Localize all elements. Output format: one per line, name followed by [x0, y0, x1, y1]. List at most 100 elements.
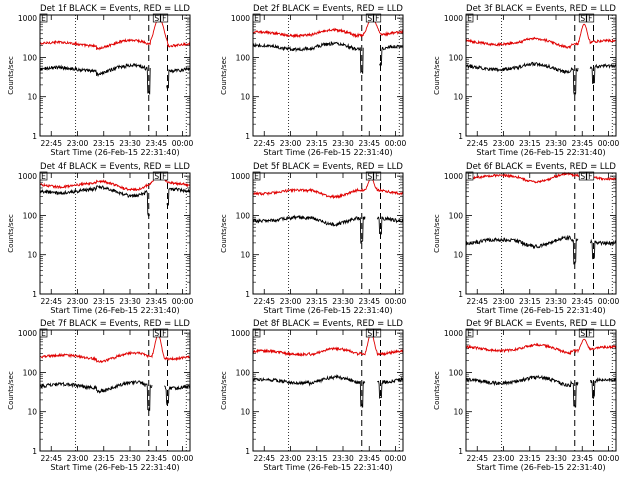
- x-tick-label: 23:00: [493, 454, 515, 463]
- marker-f: F: [162, 172, 166, 181]
- y-tick-label: 10: [453, 93, 463, 102]
- x-axis-label: Start Time (26-Feb-15 22:31:40): [50, 306, 179, 315]
- x-tick-label: 23:45: [571, 297, 593, 306]
- x-tick-label: 22:45: [466, 139, 488, 148]
- y-tick-label: 1: [458, 132, 463, 141]
- marker-f: F: [588, 14, 592, 23]
- y-axis-label: Counts/sec: [433, 371, 441, 410]
- y-tick-label: 1: [245, 447, 250, 456]
- y-tick-label: 1: [458, 447, 463, 456]
- y-tick-label: 1000: [18, 329, 37, 338]
- marker-f-box: [373, 171, 382, 181]
- x-axis-label: Start Time (26-Feb-15 22:31:40): [50, 463, 179, 472]
- x-axis-label: Start Time (26-Feb-15 22:31:40): [476, 306, 605, 315]
- x-tick-label: 22:45: [40, 139, 62, 148]
- lld-series-line: [465, 338, 617, 355]
- y-axis-label: Counts/sec: [7, 56, 15, 95]
- marker-f: F: [375, 172, 379, 181]
- x-tick-label: 22:45: [466, 454, 488, 463]
- y-tick-label: 10: [27, 408, 37, 417]
- marker-f: F: [588, 172, 592, 181]
- y-tick-label: 1000: [231, 172, 250, 181]
- y-axis-label: Counts/sec: [433, 56, 441, 95]
- x-tick-label: 23:00: [493, 139, 515, 148]
- plot-frame: [465, 14, 617, 137]
- marker-f-box: [160, 171, 169, 181]
- x-tick-label: 23:30: [119, 297, 141, 306]
- marker-s-box: [365, 13, 374, 23]
- events-series-line: [39, 184, 191, 217]
- lld-series-line: [252, 17, 404, 39]
- x-tick-label: 23:45: [358, 454, 380, 463]
- marker-e: E: [41, 172, 46, 181]
- x-tick-label: 23:30: [119, 454, 141, 463]
- marker-f-box: [160, 13, 169, 23]
- marker-f-box: [373, 328, 382, 338]
- events-series-line: [465, 61, 617, 96]
- y-tick-label: 100: [236, 211, 251, 220]
- y-tick-label: 10: [240, 408, 250, 417]
- events-series-line: [252, 214, 404, 244]
- x-tick-label: 23:30: [119, 139, 141, 148]
- y-tick-label: 1: [245, 132, 250, 141]
- detector-panel-4: Det 4f BLACK = Events, RED = LLD Counts/s…: [7, 162, 194, 315]
- marker-s: S: [154, 172, 159, 181]
- x-tick-label: 23:00: [493, 297, 515, 306]
- marker-f-box: [160, 328, 169, 338]
- x-tick-label: 23:15: [519, 297, 541, 306]
- x-tick-label: 23:30: [545, 454, 567, 463]
- marker-s-box: [152, 13, 161, 23]
- x-tick-label: 23:00: [67, 297, 89, 306]
- x-tick-label: 22:45: [253, 139, 275, 148]
- marker-s-box: [578, 13, 587, 23]
- detector-panel-8: Det 8f BLACK = Events, RED = LLD Counts/s…: [220, 319, 407, 472]
- marker-f: F: [588, 329, 592, 338]
- x-tick-label: 22:45: [466, 297, 488, 306]
- y-tick-label: 1000: [444, 329, 463, 338]
- lld-series-line: [39, 17, 191, 51]
- x-tick-label: 23:00: [67, 139, 89, 148]
- plot-frame: [252, 172, 404, 295]
- x-tick-label: 23:00: [280, 454, 302, 463]
- events-series-line: [39, 380, 191, 412]
- x-axis-label: Start Time (26-Feb-15 22:31:40): [476, 463, 605, 472]
- x-tick-label: 23:15: [93, 297, 115, 306]
- x-tick-label: 22:45: [253, 454, 275, 463]
- x-tick-label: 23:15: [306, 139, 328, 148]
- marker-f-box: [586, 13, 595, 23]
- x-tick-label: 00:00: [598, 297, 620, 306]
- x-axis-label: Start Time (26-Feb-15 22:31:40): [263, 148, 392, 157]
- y-tick-label: 1000: [444, 14, 463, 23]
- y-tick-label: 100: [23, 368, 38, 377]
- x-tick-label: 00:00: [385, 454, 407, 463]
- y-tick-label: 1000: [18, 172, 37, 181]
- plot-frame: [39, 14, 191, 137]
- marker-s-box: [578, 171, 587, 181]
- y-tick-label: 100: [236, 53, 251, 62]
- marker-e: E: [467, 329, 472, 338]
- plot-frame: [252, 14, 404, 137]
- marker-s: S: [580, 172, 585, 181]
- y-tick-label: 100: [449, 53, 464, 62]
- detector-panel-3: Det 3f BLACK = Events, RED = LLD Counts/s…: [433, 4, 620, 157]
- detector-panel-5: Det 5f BLACK = Events, RED = LLD Counts/s…: [220, 162, 407, 315]
- events-series-line: [465, 234, 617, 265]
- x-tick-label: 23:30: [332, 139, 354, 148]
- y-axis-label: Counts/sec: [7, 371, 15, 410]
- x-tick-label: 00:00: [172, 139, 194, 148]
- x-axis-label: Start Time (26-Feb-15 22:31:40): [263, 306, 392, 315]
- x-axis-label: Start Time (26-Feb-15 22:31:40): [50, 148, 179, 157]
- y-tick-label: 100: [449, 368, 464, 377]
- marker-e: E: [41, 329, 46, 338]
- marker-s: S: [580, 14, 585, 23]
- x-tick-label: 23:15: [519, 139, 541, 148]
- panel-title: Det 7f BLACK = Events, RED = LLD: [40, 319, 190, 329]
- y-tick-label: 100: [23, 53, 38, 62]
- x-tick-label: 00:00: [598, 139, 620, 148]
- detector-panel-2: Det 2f BLACK = Events, RED = LLD Counts/s…: [220, 4, 407, 157]
- y-tick-label: 10: [240, 93, 250, 102]
- events-series-line: [465, 374, 617, 408]
- x-tick-label: 23:45: [145, 454, 167, 463]
- detector-panel-1: Det 1f BLACK = Events, RED = LLD Counts/s…: [7, 4, 194, 157]
- marker-f: F: [375, 329, 379, 338]
